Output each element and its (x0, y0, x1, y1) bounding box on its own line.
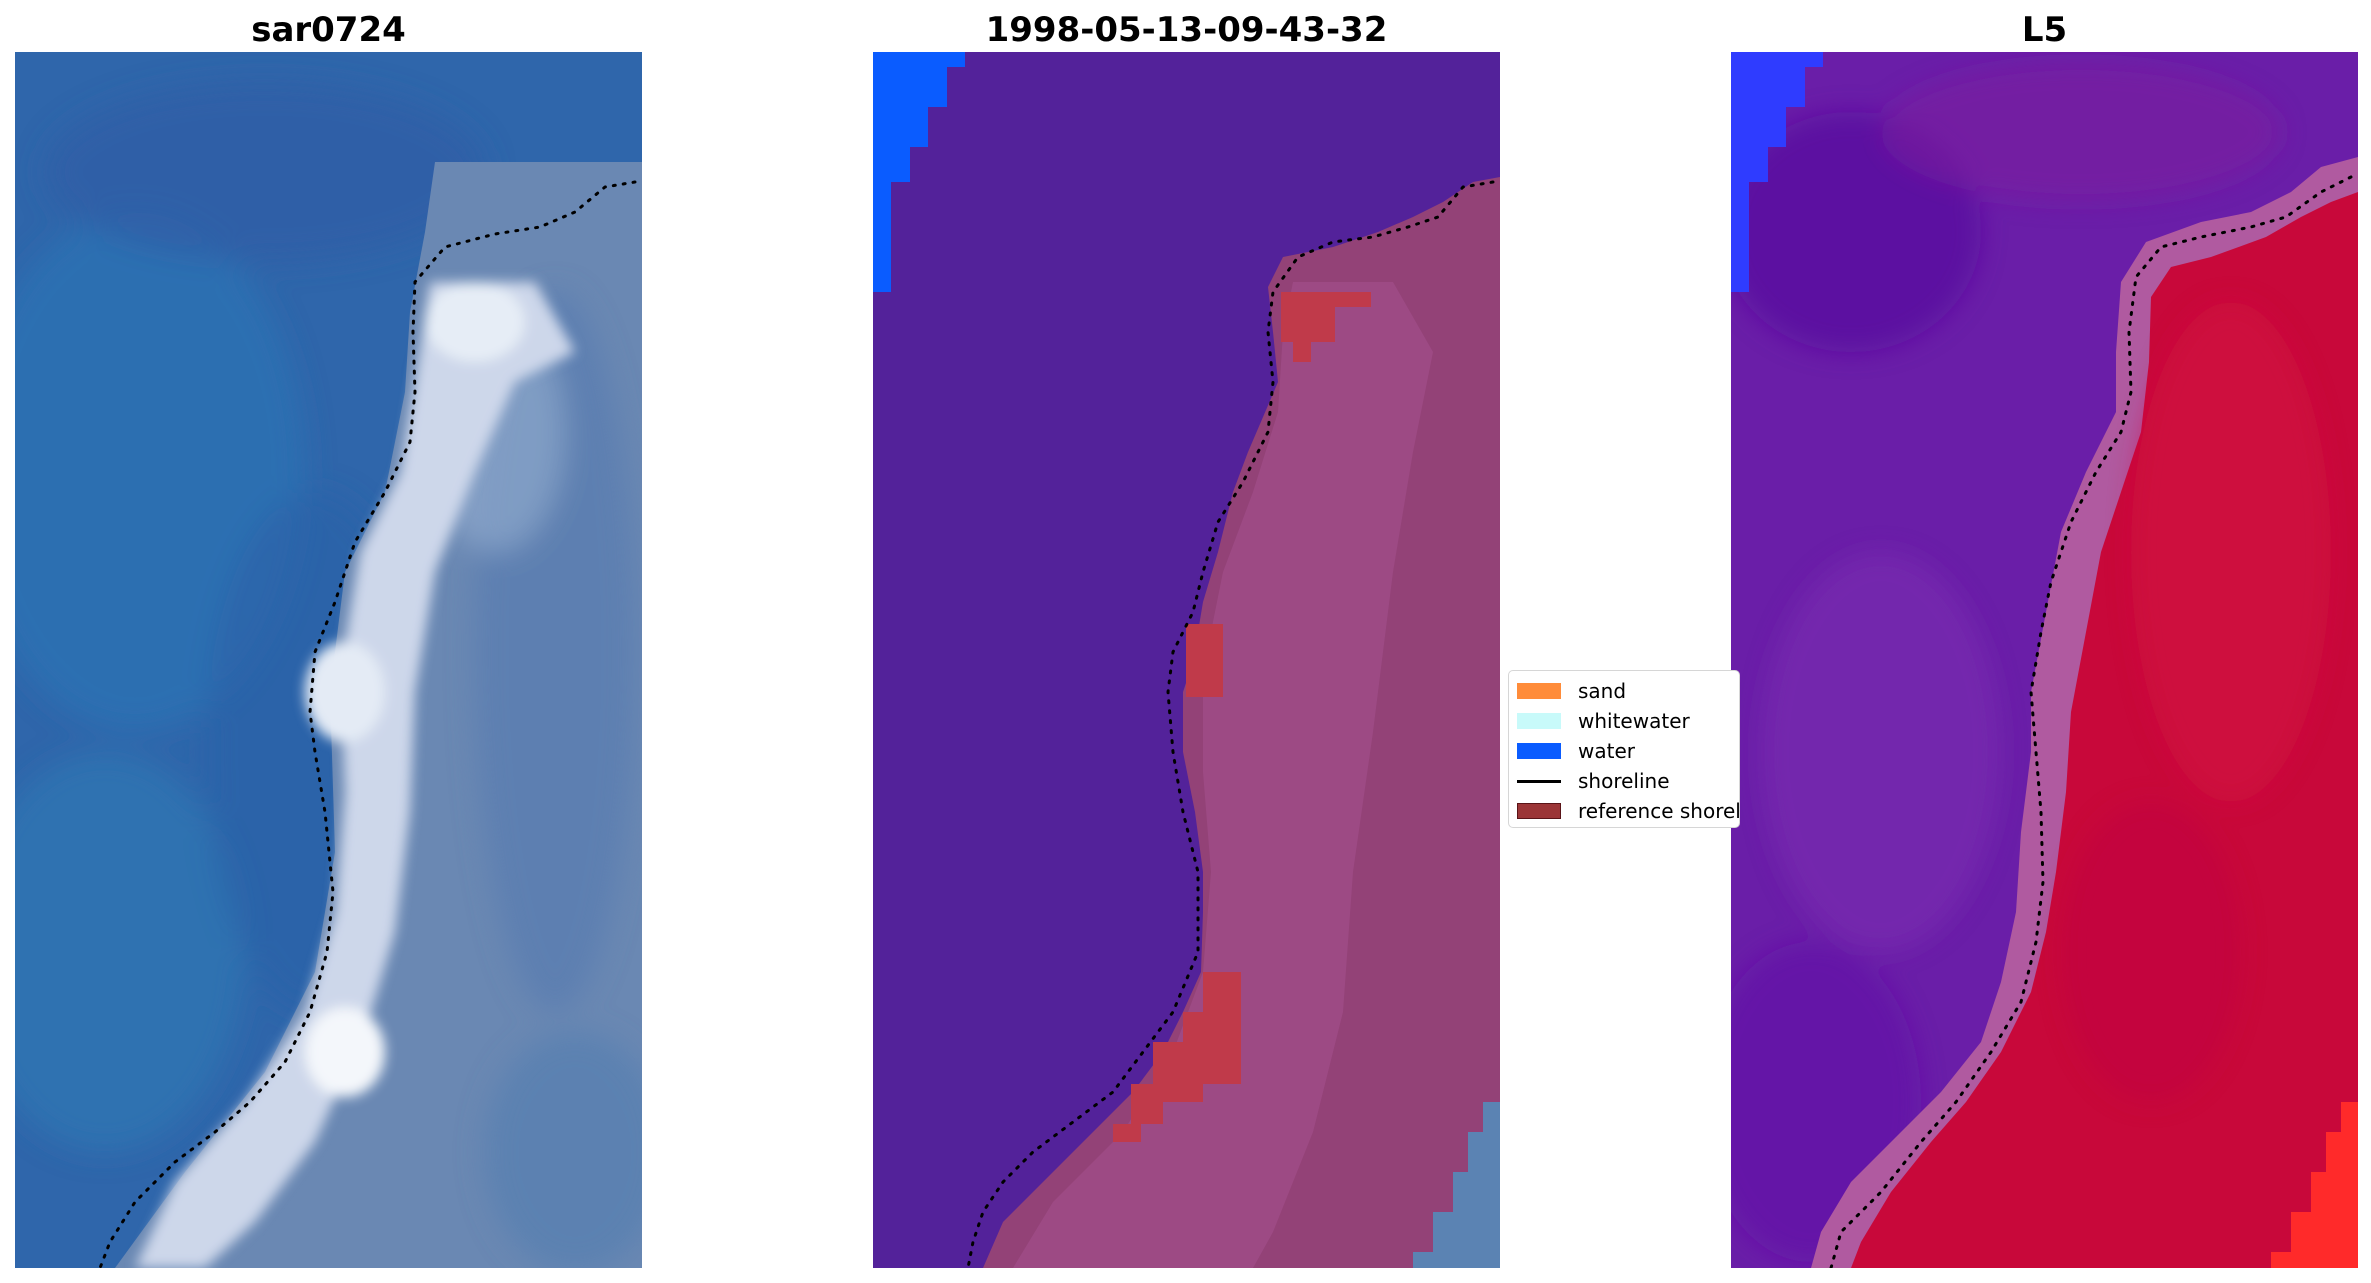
rgb-image-panel (15, 52, 642, 1268)
legend-item-shoreline: shoreline (1517, 767, 1670, 795)
shoreline-line (98, 180, 637, 1268)
bright-red-region (2271, 1102, 2358, 1268)
legend: sand whitewater water shoreline referenc… (1508, 670, 1740, 828)
sand-swatch (1517, 683, 1561, 699)
unclassified-region (1413, 1102, 1500, 1268)
water-blue-region (1731, 52, 1823, 292)
reference-buffer-swatch (1517, 803, 1561, 819)
panel-title-date: 1998-05-13-09-43-32 (985, 10, 1388, 50)
shoreline-line (1829, 175, 2353, 1268)
buffer-patch (1281, 292, 1371, 362)
legend-item-water: water (1517, 737, 1635, 765)
water-class-region (873, 52, 965, 292)
legend-item-whitewater: whitewater (1517, 707, 1690, 735)
shoreline-swatch (1517, 779, 1561, 783)
panel-title-index: L5 (2021, 10, 2068, 50)
legend-item-reference-buffer: reference shoreline buffer (1517, 797, 1740, 825)
whitewater-swatch (1517, 713, 1561, 729)
legend-label: whitewater (1578, 709, 1690, 733)
rgb-image (15, 52, 642, 1268)
legend-label: sand (1578, 679, 1627, 703)
legend-item-sand: sand (1517, 677, 1626, 705)
index-image (1731, 52, 2358, 1268)
legend-label: shoreline (1578, 769, 1670, 793)
legend-label: water (1578, 739, 1635, 763)
classification-panel (873, 52, 1500, 1268)
panel-title-sar: sar0724 (251, 10, 406, 50)
water-swatch (1517, 743, 1561, 759)
legend-label: reference shoreline buffer (1578, 799, 1740, 823)
buffer-patch (1113, 972, 1241, 1142)
classification-image (873, 52, 1500, 1268)
buffer-patch (1186, 624, 1223, 697)
index-panel (1731, 52, 2358, 1268)
shoreline-line (966, 180, 1495, 1268)
